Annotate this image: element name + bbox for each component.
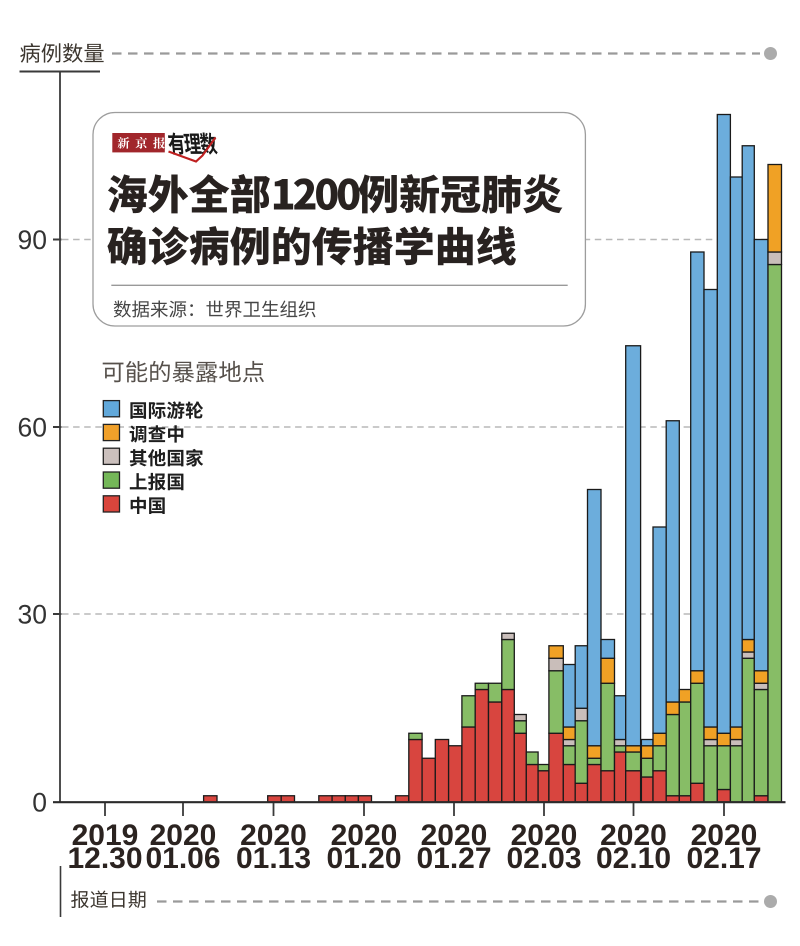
svg-text:2020: 2020 <box>691 819 758 852</box>
svg-text:60: 60 <box>18 413 47 443</box>
svg-text:02.17: 02.17 <box>686 842 761 875</box>
svg-text:2019: 2019 <box>72 819 139 852</box>
svg-text:0: 0 <box>32 788 47 818</box>
svg-text:2020: 2020 <box>511 819 578 852</box>
svg-text:2020: 2020 <box>600 819 667 852</box>
svg-text:90: 90 <box>18 225 47 255</box>
svg-text:2020: 2020 <box>421 819 488 852</box>
svg-text:2020: 2020 <box>331 819 398 852</box>
svg-text:02.10: 02.10 <box>596 842 671 875</box>
svg-text:01.06: 01.06 <box>145 842 220 875</box>
svg-text:01.27: 01.27 <box>416 842 491 875</box>
svg-text:12.30: 12.30 <box>67 842 142 875</box>
svg-text:30: 30 <box>18 600 47 630</box>
svg-text:2020: 2020 <box>240 819 307 852</box>
svg-text:01.20: 01.20 <box>326 842 401 875</box>
svg-text:2020: 2020 <box>150 819 217 852</box>
svg-text:01.13: 01.13 <box>236 842 311 875</box>
svg-text:02.03: 02.03 <box>506 842 581 875</box>
